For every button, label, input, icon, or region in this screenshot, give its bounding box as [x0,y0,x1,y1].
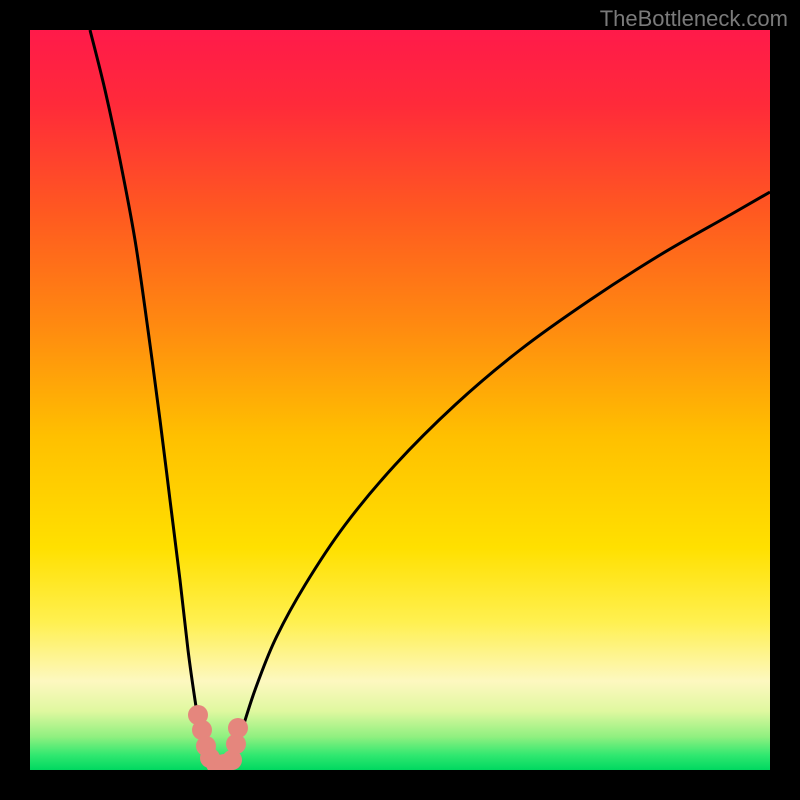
chart-container: TheBottleneck.com [0,0,800,800]
gradient-background [30,30,770,770]
plot-area [30,30,770,770]
watermark-text: TheBottleneck.com [600,6,788,32]
chart-svg [30,30,770,770]
marker-point [228,718,248,738]
